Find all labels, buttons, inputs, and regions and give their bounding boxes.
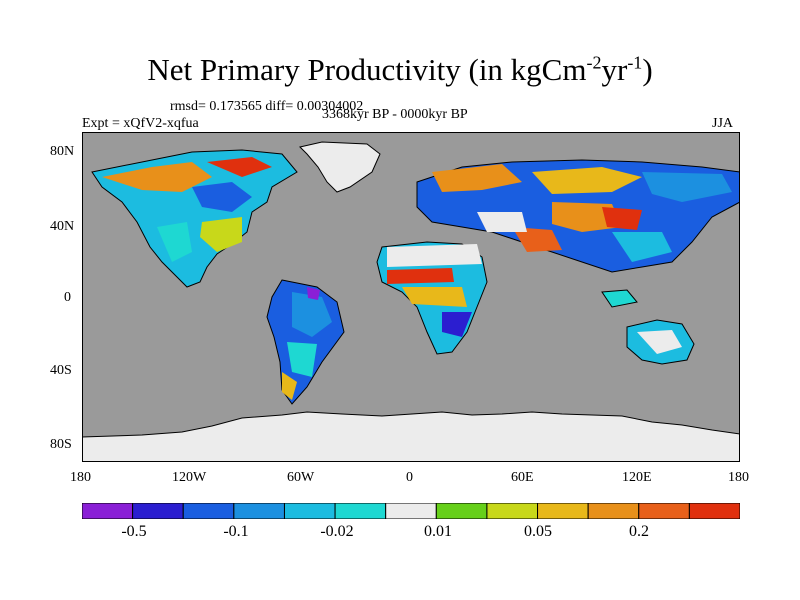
greenland bbox=[299, 141, 381, 193]
indonesia bbox=[601, 289, 638, 308]
colorbar-label: -0.02 bbox=[320, 523, 354, 540]
lon-tick: 180 bbox=[70, 470, 91, 485]
colorbar-swatch bbox=[283, 503, 336, 519]
lat-tick: 80N bbox=[50, 144, 75, 159]
lon-tick: 0 bbox=[406, 470, 413, 485]
lat-tick: 80S bbox=[50, 437, 72, 452]
experiment-label: Expt = xQfV2-xqfua bbox=[82, 116, 199, 131]
period-label: 3368kyr BP - 0000kyr BP bbox=[322, 107, 468, 122]
colorbar-swatch bbox=[435, 503, 488, 519]
lon-tick: 120E bbox=[622, 470, 652, 485]
colorbar-swatch bbox=[182, 503, 235, 519]
colorbar-swatch bbox=[82, 503, 134, 519]
lon-tick: 60W bbox=[287, 470, 315, 485]
colorbar-label: 0.2 bbox=[629, 523, 649, 540]
colorbar-swatch bbox=[334, 503, 387, 519]
lat-tick: 40S bbox=[50, 363, 72, 378]
colorbar-label: -0.5 bbox=[121, 523, 147, 540]
rmsd-label: rmsd= 0.173565 diff= 0.00304002 bbox=[170, 99, 364, 114]
colorbar-swatch bbox=[132, 503, 184, 519]
lat-tick: 0 bbox=[64, 290, 71, 305]
colorbar-label: 0.01 bbox=[424, 523, 452, 540]
colorbar-swatch bbox=[233, 503, 285, 519]
map-title: Net Primary Productivity (in kgCm-2yr-1) bbox=[147, 52, 653, 87]
lon-tick: 60E bbox=[511, 470, 534, 485]
lat-tick: 40N bbox=[50, 219, 75, 234]
colorbar-label: 0.05 bbox=[524, 523, 552, 540]
colorbar-swatch bbox=[587, 503, 640, 519]
season-label: JJA bbox=[712, 116, 734, 131]
lon-tick: 120W bbox=[172, 470, 207, 485]
colorbar-label: -0.1 bbox=[223, 523, 249, 540]
colorbar-swatch bbox=[638, 503, 690, 519]
colorbar bbox=[82, 503, 740, 519]
colorbar-swatch bbox=[486, 503, 539, 519]
colorbar-swatch bbox=[385, 503, 437, 519]
colorbar-swatch bbox=[537, 503, 589, 519]
lon-tick: 180 bbox=[728, 470, 749, 485]
antarctica bbox=[82, 411, 740, 462]
colorbar-swatch bbox=[688, 503, 740, 519]
npp-map bbox=[82, 132, 740, 462]
